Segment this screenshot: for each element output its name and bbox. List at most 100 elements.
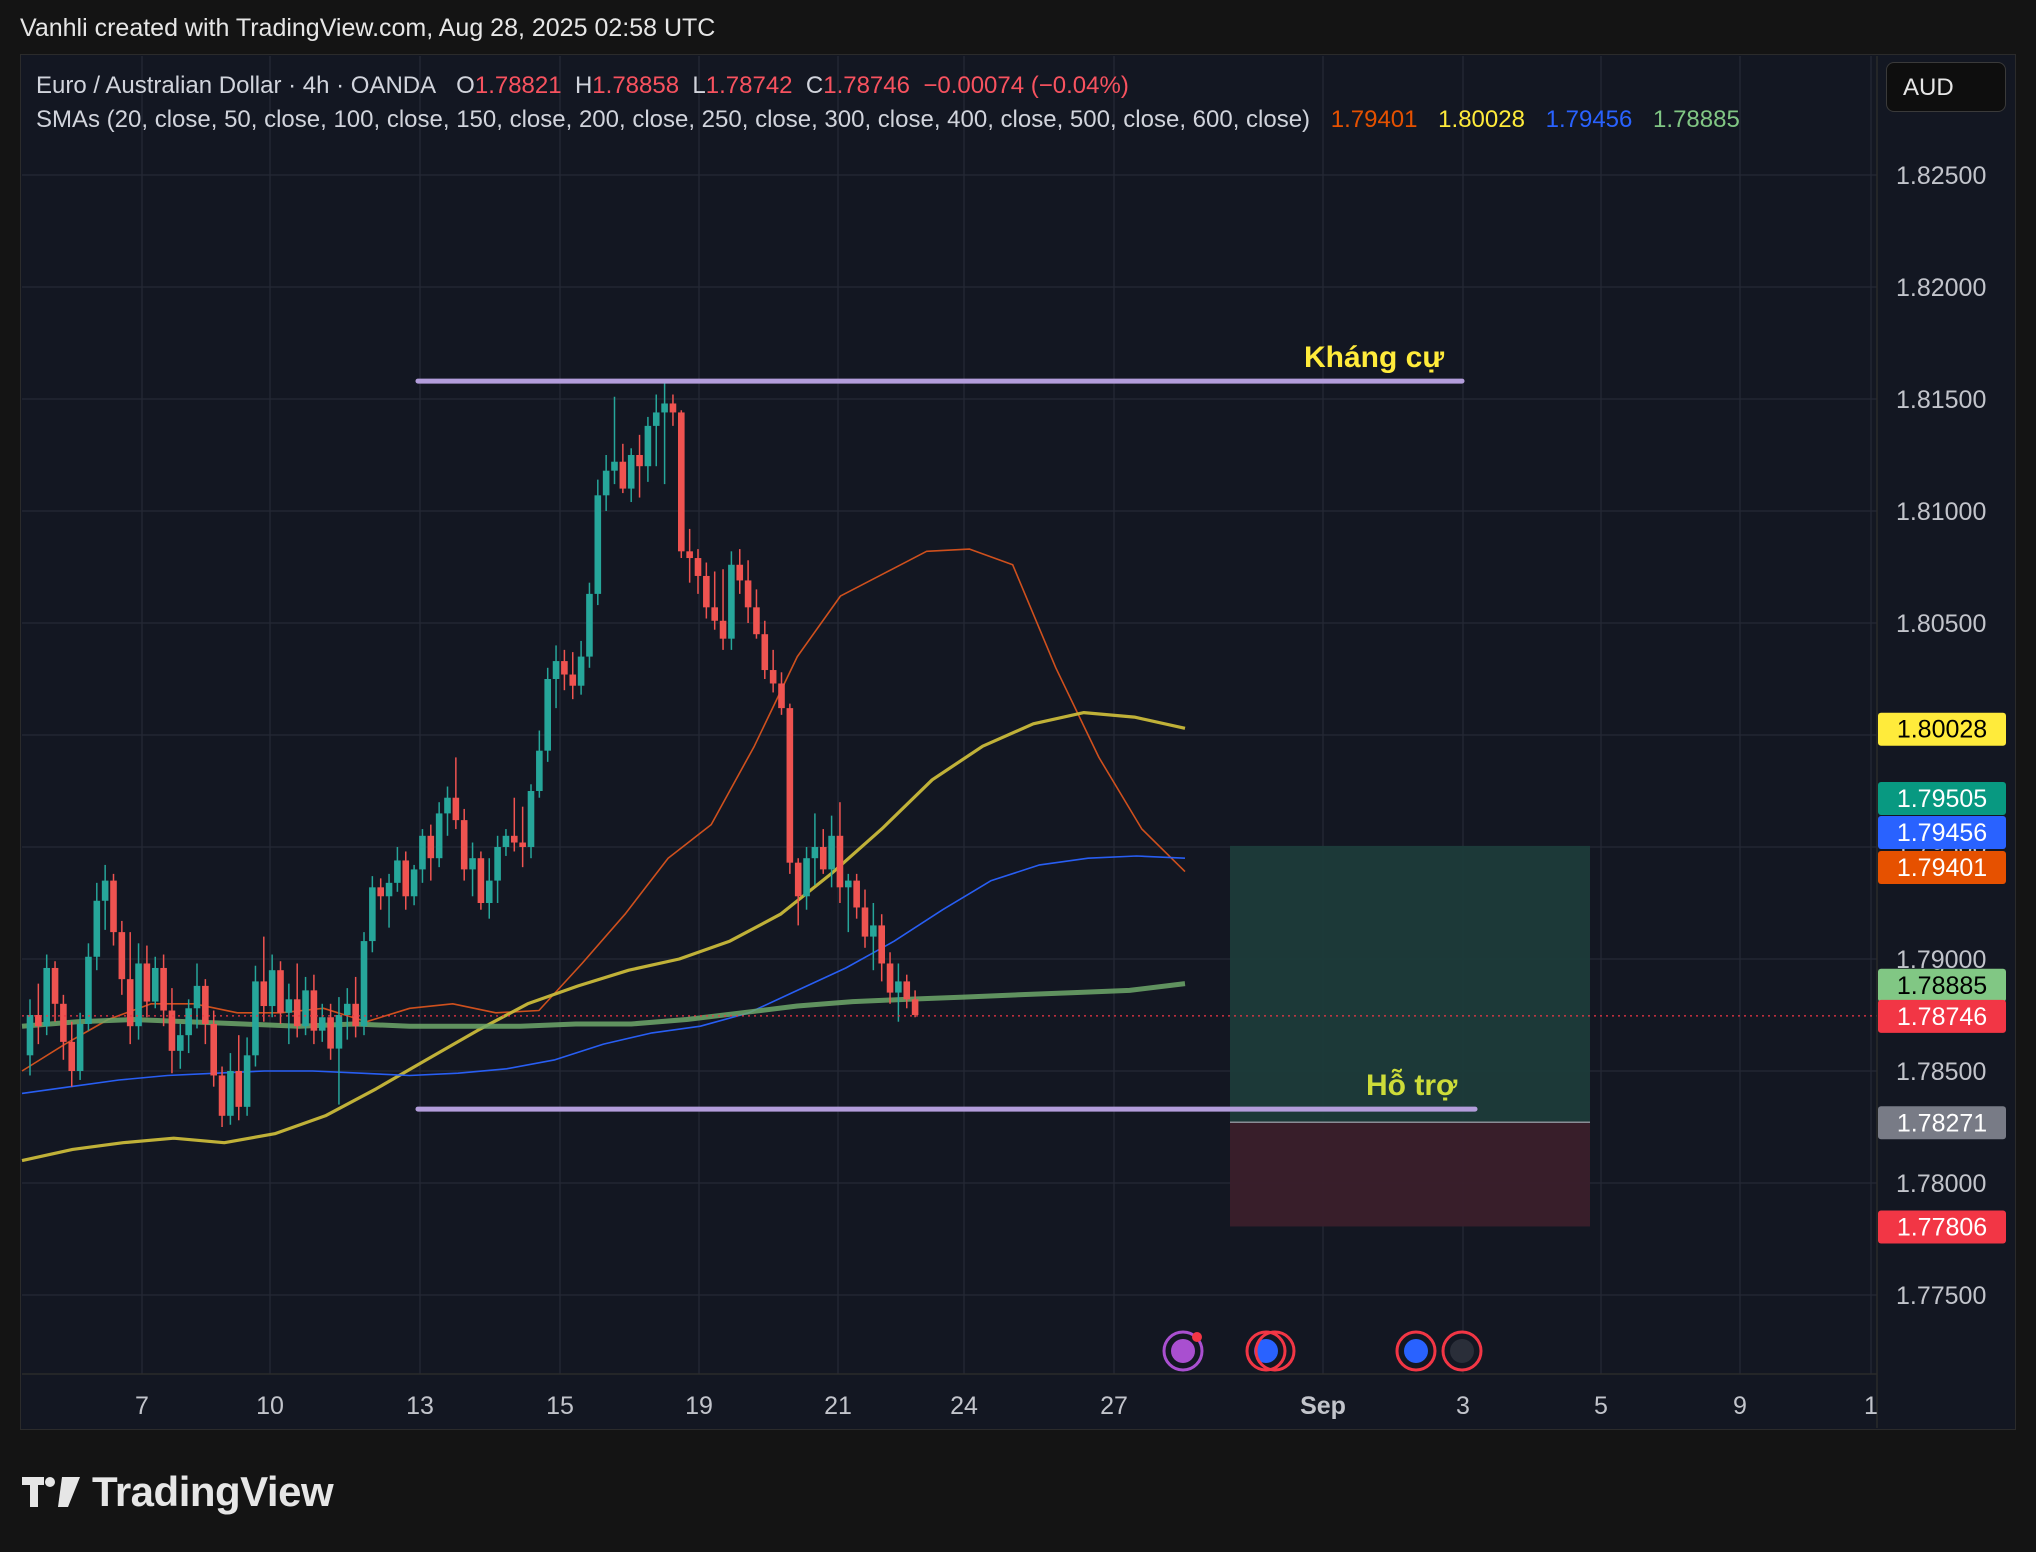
- candle: [285, 983, 293, 1045]
- candle-body: [611, 461, 618, 471]
- price-label-text: 1.80028: [1897, 716, 1987, 744]
- sma-value-blue: 1.79456: [1545, 106, 1633, 133]
- tradingview-logo[interactable]: TradingView: [22, 1468, 334, 1516]
- candle: [444, 786, 451, 836]
- candle: [110, 873, 117, 946]
- candle-body: [51, 967, 59, 1004]
- candle-body: [60, 1003, 67, 1042]
- candle-body: [227, 1071, 234, 1116]
- candle-body: [101, 880, 109, 901]
- candle: [344, 988, 351, 1040]
- candle-body: [360, 941, 368, 1027]
- price-label-text: 1.79401: [1897, 854, 1987, 882]
- candle-body: [118, 932, 126, 980]
- sma-legend: SMAs (20, close, 50, close, 100, close, …: [36, 106, 1740, 134]
- candle-body: [210, 1023, 217, 1076]
- candle-body: [686, 551, 693, 559]
- candle-body: [26, 1015, 34, 1056]
- candle: [51, 961, 59, 1022]
- price-label-text: 1.79456: [1897, 819, 1987, 847]
- price-tick-label: 1.78000: [1896, 1170, 1986, 1198]
- sma-line: [21, 548, 1186, 1072]
- sma-label[interactable]: SMAs (20, close, 50, close, 100, close, …: [36, 106, 1311, 133]
- price-label-bg: [1878, 1210, 2006, 1244]
- candle: [619, 443, 627, 494]
- candle: [210, 1010, 217, 1087]
- candle: [327, 1003, 334, 1060]
- candle: [252, 965, 259, 1067]
- candle: [711, 571, 718, 630]
- candle: [460, 808, 468, 881]
- time-tick-label: 1: [1864, 1392, 1878, 1420]
- candle: [652, 394, 660, 467]
- price-label: 1.78746: [1878, 999, 2006, 1033]
- candle: [870, 903, 877, 971]
- candle-body: [711, 607, 718, 621]
- eu-event-icon: [1245, 1330, 1287, 1372]
- candle: [527, 784, 535, 859]
- candle: [26, 999, 34, 1076]
- tradingview-logo-icon: [22, 1477, 80, 1507]
- candle: [536, 730, 543, 798]
- candle: [118, 920, 126, 995]
- candle-body: [202, 985, 209, 1024]
- candle: [93, 882, 101, 971]
- event-core: [1171, 1339, 1195, 1363]
- candle: [469, 842, 476, 897]
- candle-body: [511, 835, 518, 843]
- price-label-text: 1.77806: [1897, 1213, 1987, 1241]
- time-tick-label: 27: [1100, 1392, 1128, 1420]
- candle-body: [293, 999, 301, 1027]
- candle-body: [719, 620, 727, 639]
- symbol-title[interactable]: Euro / Australian Dollar · 4h · OANDA: [36, 72, 437, 99]
- time-tick-label: 24: [950, 1392, 978, 1420]
- change-value: −0.00074 (−0.04%): [923, 72, 1129, 99]
- candle-body: [569, 674, 577, 686]
- price-tick-label: 1.82500: [1896, 162, 1986, 190]
- candle-body: [861, 907, 869, 937]
- candle: [502, 829, 510, 856]
- candle: [611, 396, 618, 485]
- candle-body: [602, 470, 610, 496]
- candle-body: [736, 564, 744, 581]
- eu-event-ring-stack: [1254, 1330, 1296, 1372]
- price-tick-label: 1.81500: [1896, 386, 1986, 414]
- candle-body: [419, 835, 426, 870]
- candle-body: [93, 900, 101, 957]
- time-axis: 7 10 13 15 19 21 24 27 Sep 3 5 9 1: [22, 1373, 1878, 1420]
- price-label-text: 1.78885: [1897, 972, 1987, 1000]
- candle-body: [394, 860, 401, 883]
- candle-body: [694, 558, 702, 576]
- candle-body: [536, 750, 543, 791]
- candle-body: [811, 847, 819, 859]
- candle-body: [845, 880, 852, 888]
- candle: [435, 802, 443, 868]
- candle: [803, 847, 810, 910]
- currency-button[interactable]: AUD: [1886, 62, 2006, 112]
- candle-body: [728, 564, 735, 639]
- open-label: O: [456, 72, 475, 99]
- candle: [895, 963, 902, 1022]
- time-tick-label: 9: [1733, 1392, 1747, 1420]
- candle: [845, 873, 852, 933]
- candle-body: [819, 847, 827, 870]
- candle-body: [828, 835, 835, 870]
- candle-body: [519, 842, 526, 847]
- high-label: H: [574, 72, 593, 99]
- candle: [819, 829, 827, 874]
- candle: [369, 876, 376, 953]
- candle: [669, 394, 677, 426]
- stop-zone: [1230, 1122, 1590, 1227]
- price-label-bg: [1878, 782, 2006, 815]
- candle: [694, 549, 702, 594]
- candle-body: [168, 1010, 176, 1051]
- candle-body: [895, 981, 902, 993]
- candle-body: [794, 862, 802, 897]
- event-badge: [1192, 1332, 1202, 1342]
- candle-body: [619, 461, 627, 489]
- price-tick-label: 1.80500: [1896, 610, 1986, 638]
- candle: [76, 1012, 84, 1080]
- time-tick-label: 21: [824, 1392, 852, 1420]
- candle: [627, 448, 635, 503]
